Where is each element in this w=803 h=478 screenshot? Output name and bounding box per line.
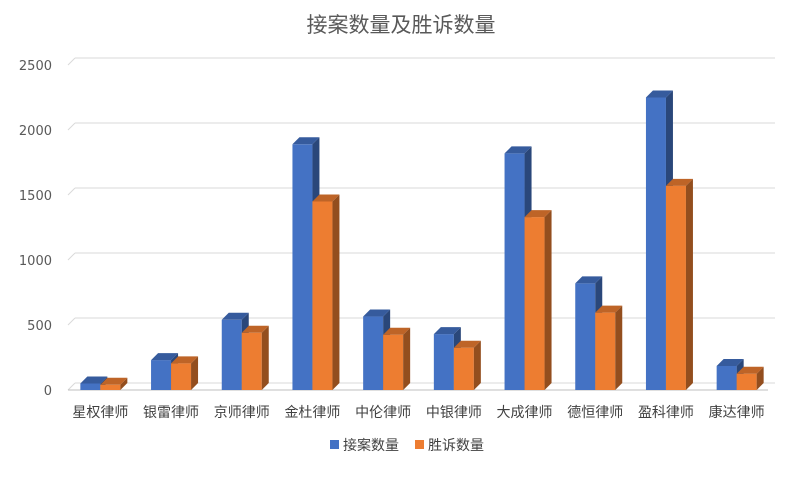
bar-wins: [383, 327, 411, 390]
y-tick-label: 2000: [19, 124, 52, 139]
bar-front: [665, 185, 686, 390]
bar-wins: [100, 377, 128, 390]
bar-top: [504, 146, 532, 154]
legend-swatch: [415, 440, 424, 449]
x-category-label: 德恒律师: [567, 405, 623, 421]
y-tick-label: 500: [27, 319, 52, 334]
bar-side: [403, 327, 411, 390]
bar-top: [433, 327, 461, 335]
bar-front: [221, 319, 242, 390]
bar-wins: [665, 178, 693, 390]
bar-front: [453, 347, 474, 390]
bar-top: [736, 366, 764, 374]
y-tick-label: 0: [44, 384, 52, 399]
bar-front: [312, 201, 333, 390]
x-category-label: 金杜律师: [284, 405, 340, 421]
bar-side: [756, 366, 764, 390]
bar-front: [736, 373, 757, 390]
bar-top: [645, 90, 673, 98]
gridline-depth: [67, 57, 76, 66]
bar-top: [665, 178, 693, 186]
legend-item[interactable]: 胜诉数量: [415, 438, 484, 454]
x-category-label: 康达律师: [709, 404, 765, 421]
bar-top: [171, 356, 199, 364]
bar-wins: [736, 366, 764, 390]
x-category-label: 中伦律师: [355, 405, 411, 421]
bar-top: [595, 305, 623, 313]
bar-side: [615, 305, 623, 390]
gridline-depth: [67, 252, 76, 261]
bar-wins: [595, 305, 623, 390]
bar-front: [504, 153, 525, 390]
x-category-label: 盈科律师: [638, 405, 694, 421]
bar-top: [363, 309, 391, 317]
bar-front: [171, 363, 192, 390]
x-category-label: 大成律师: [497, 405, 553, 421]
bar-wins: [312, 194, 340, 390]
bar-wins: [453, 340, 481, 390]
bar-front: [241, 332, 262, 390]
bar-front: [100, 384, 121, 390]
bar-top: [312, 194, 340, 202]
bar-side: [120, 377, 128, 390]
x-category-label: 星权律师: [72, 405, 128, 421]
bars: [80, 90, 764, 390]
x-category-label: 中银律师: [426, 405, 482, 421]
x-category-label: 银雷律师: [143, 405, 199, 421]
bar-front: [524, 217, 545, 390]
legend-label: 胜诉数量: [428, 438, 484, 454]
bar-front: [363, 316, 384, 390]
y-axis-ticks: 0 500 1000 1500 2000 2500: [19, 59, 52, 399]
bar-top: [575, 276, 603, 284]
x-axis-categories: 星权律师 银雷律师 京师律师 金杜律师 中伦律师 中银律师 大成律师 德恒律师 盈科律师 康达律师: [72, 404, 764, 421]
bar-front: [575, 283, 596, 390]
bar-front: [292, 144, 313, 390]
bar-side: [685, 178, 693, 390]
bar-wins: [171, 356, 199, 390]
bar-side: [261, 325, 269, 390]
chart-title: 接案数量及胜诉数量: [307, 13, 496, 37]
bar-wins: [241, 325, 269, 390]
bar-top: [524, 210, 552, 218]
bar-side: [544, 210, 552, 390]
legend-item[interactable]: 接案数量: [330, 437, 399, 454]
bar-top: [80, 376, 108, 384]
gridline-depth: [67, 317, 76, 326]
bar-front: [383, 334, 404, 390]
bar-wins: [524, 210, 552, 390]
y-tick-label: 1500: [19, 189, 52, 204]
bar-top: [716, 358, 744, 366]
legend-label: 接案数量: [343, 437, 399, 454]
bar-front: [595, 312, 616, 390]
legend-swatch: [330, 440, 339, 449]
bar-top: [241, 325, 269, 333]
bar-top: [453, 340, 481, 348]
legend[interactable]: 接案数量 胜诉数量: [330, 437, 484, 454]
bar-front: [716, 365, 737, 390]
gridline-depth: [67, 382, 76, 391]
bar-side: [332, 194, 340, 390]
bar-front: [645, 97, 666, 390]
bar-top: [151, 353, 179, 361]
y-tick-label: 1000: [19, 254, 52, 269]
bar-top: [292, 137, 320, 145]
gridline-depth: [67, 122, 76, 131]
gridline-depth: [67, 187, 76, 196]
bar-side: [473, 340, 481, 390]
y-tick-label: 2500: [19, 59, 52, 74]
bar-top: [100, 377, 128, 385]
bar-front: [80, 383, 101, 390]
bar-front: [151, 360, 172, 390]
bar-top: [221, 312, 249, 320]
x-category-label: 京师律师: [214, 405, 270, 421]
bar-top: [383, 327, 411, 335]
bar-front: [433, 334, 454, 390]
bar-side: [191, 356, 199, 390]
